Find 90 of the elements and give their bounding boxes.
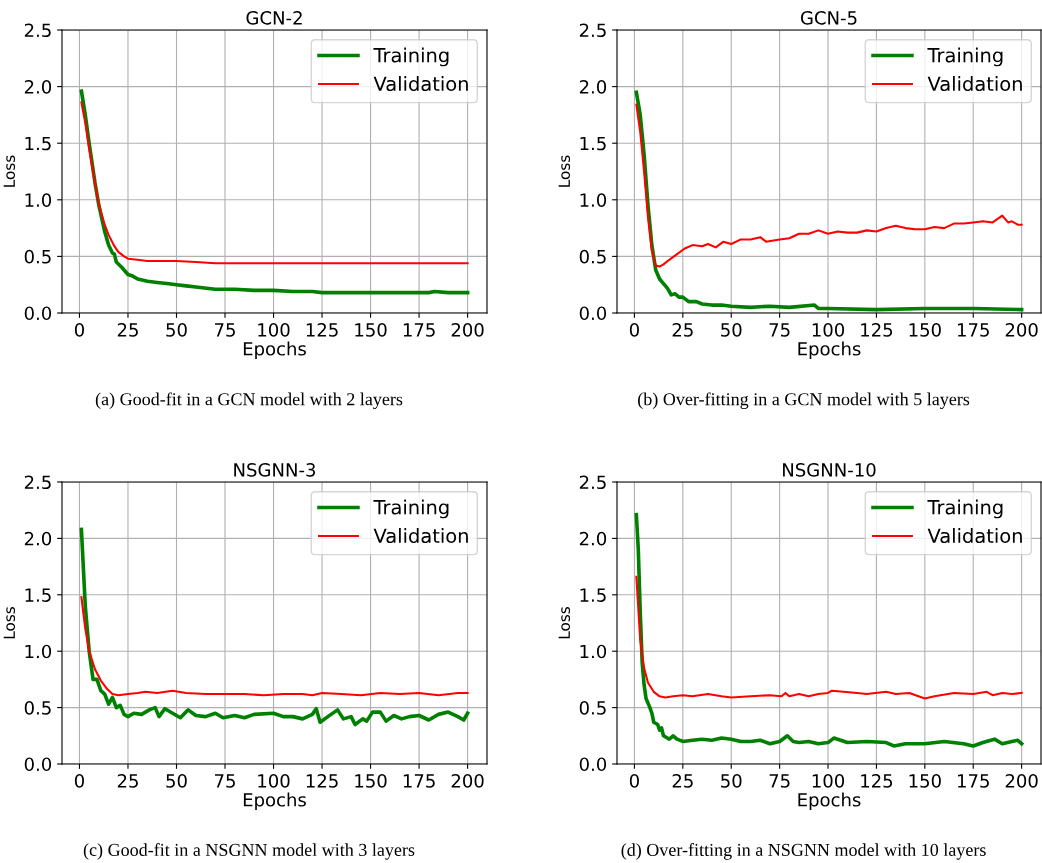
y-tick-label: 0.0 xyxy=(24,757,52,772)
y-tick-label: 2.0 xyxy=(24,531,52,546)
x-tick-label: 0 xyxy=(629,774,639,788)
legend-label: Validation xyxy=(373,76,468,92)
line-series xyxy=(80,101,469,265)
legend-label: Training xyxy=(373,499,449,519)
x-tick-label: 75 xyxy=(215,323,235,337)
y-tick-label: 2.5 xyxy=(24,475,51,490)
y-tick-label: 0.5 xyxy=(24,701,51,715)
y-tick-label: 0.0 xyxy=(579,757,607,772)
x-tick-label: 200 xyxy=(451,774,484,788)
y-tick-label: 0.0 xyxy=(24,306,52,321)
x-tick-label: 50 xyxy=(166,774,187,788)
chart-title: NSGNN-3 xyxy=(234,463,316,477)
y-tick-label: 1.5 xyxy=(580,588,606,602)
line-series xyxy=(635,575,1023,700)
x-tick-label: 25 xyxy=(117,323,138,337)
x-axis-title: Epochs xyxy=(798,341,861,360)
legend-label: Training xyxy=(927,47,1003,67)
y-tick-label: 0.5 xyxy=(579,249,606,264)
x-tick-label: 50 xyxy=(166,323,187,337)
y-tick-label: 1.0 xyxy=(580,644,607,659)
y-tick-label: 0.0 xyxy=(579,306,607,321)
x-tick-label: 175 xyxy=(957,774,989,788)
x-tick-label: 175 xyxy=(957,323,989,337)
y-tick-label: 1.0 xyxy=(25,193,52,207)
x-tick-label: 175 xyxy=(403,774,435,788)
x-tick-label: 150 xyxy=(909,774,941,788)
x-tick-label: 25 xyxy=(672,774,693,788)
y-tick-label: 1.0 xyxy=(580,193,607,207)
x-tick-label: 0 xyxy=(74,774,85,788)
legend-label: Validation xyxy=(927,76,1022,92)
y-axis-title: Loss xyxy=(558,606,571,639)
x-tick-label: 150 xyxy=(355,774,387,788)
x-tick-label: 75 xyxy=(769,323,790,337)
x-tick-label: 25 xyxy=(117,774,138,788)
x-tick-label: 100 xyxy=(812,774,845,788)
y-tick-label: 2.5 xyxy=(579,475,606,490)
x-axis-title: Epochs xyxy=(798,792,861,811)
x-tick-label: 150 xyxy=(355,323,387,337)
x-axis-title: Epochs xyxy=(243,792,306,811)
x-tick-label: 100 xyxy=(258,323,290,337)
legend-label: Validation xyxy=(373,528,468,544)
line-series xyxy=(634,90,1024,312)
text: (d) Over-fitting in a NSGNN model with 10 layers xyxy=(621,843,986,860)
x-tick-label: 175 xyxy=(403,323,435,337)
x-tick-label: 100 xyxy=(258,774,290,788)
legend-label: Training xyxy=(373,47,449,67)
legend-label: Training xyxy=(927,499,1003,519)
x-tick-label: 25 xyxy=(672,323,693,337)
chart-title: GCN-2 xyxy=(246,11,302,25)
x-tick-label: 75 xyxy=(769,774,790,788)
line-series xyxy=(635,103,1023,268)
y-tick-label: 2.0 xyxy=(579,531,607,546)
y-tick-label: 1.5 xyxy=(25,588,51,602)
x-axis-title: Epochs xyxy=(243,341,306,360)
y-axis-title: Loss xyxy=(3,606,16,639)
y-tick-label: 2.5 xyxy=(579,23,606,38)
x-tick-label: 200 xyxy=(1005,774,1038,788)
y-tick-label: 2.0 xyxy=(24,80,52,94)
x-tick-label: 125 xyxy=(306,774,338,788)
y-tick-label: 2.0 xyxy=(579,80,607,94)
x-tick-label: 50 xyxy=(721,774,742,788)
y-tick-label: 1.0 xyxy=(25,644,52,659)
x-tick-label: 200 xyxy=(451,323,484,337)
line-series xyxy=(79,527,470,727)
x-tick-label: 125 xyxy=(861,774,893,788)
line-series xyxy=(80,596,469,697)
chart-title: NSGNN-10 xyxy=(783,463,876,477)
legend-label: Validation xyxy=(927,528,1022,544)
y-tick-label: 2.5 xyxy=(24,23,51,38)
x-tick-label: 200 xyxy=(1005,323,1038,337)
x-tick-label: 50 xyxy=(721,323,742,337)
y-tick-label: 1.5 xyxy=(25,136,51,151)
text: (b) Over-fitting in a GCN model with 5 layers xyxy=(638,392,970,410)
y-axis-title: Loss xyxy=(558,155,571,187)
y-tick-label: 1.5 xyxy=(580,136,606,151)
x-tick-label: 125 xyxy=(861,323,893,337)
text: (c) Good-fit in a NSGNN model with 3 layers xyxy=(83,843,415,860)
chart-title: GCN-5 xyxy=(800,11,857,25)
x-tick-label: 75 xyxy=(215,774,235,788)
y-tick-label: 0.5 xyxy=(24,249,51,264)
text: (a) Good-fit in a GCN model with 2 layers xyxy=(95,392,403,410)
y-tick-label: 0.5 xyxy=(579,701,606,715)
y-axis-title: Loss xyxy=(3,155,16,187)
x-tick-label: 0 xyxy=(629,323,639,337)
x-tick-label: 125 xyxy=(306,323,338,337)
x-tick-label: 150 xyxy=(909,323,941,337)
x-tick-label: 100 xyxy=(812,323,845,337)
x-tick-label: 0 xyxy=(74,323,85,337)
